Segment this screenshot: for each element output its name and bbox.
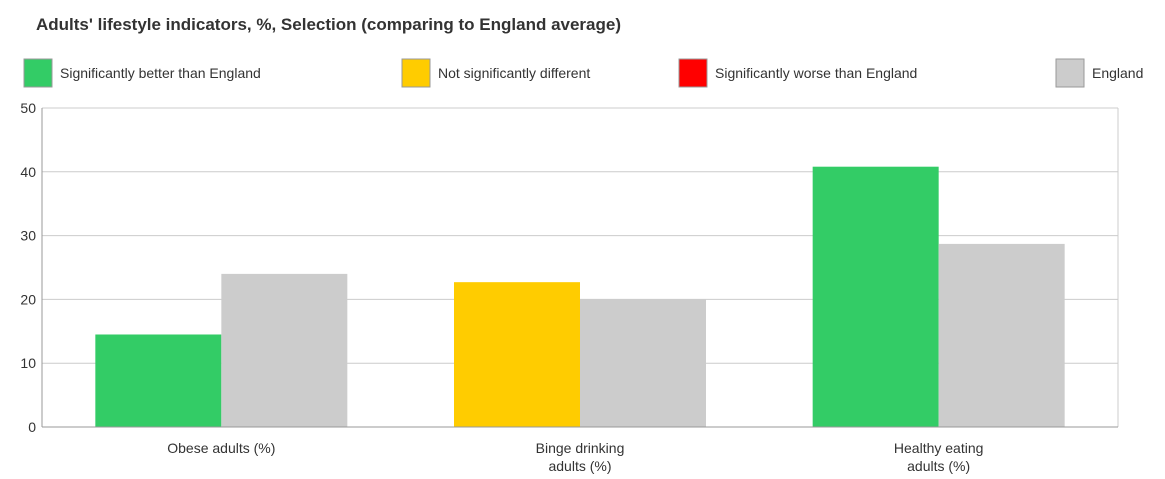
bar: [580, 299, 706, 427]
legend-swatch: [678, 58, 708, 88]
legend-swatch: [1055, 58, 1085, 88]
bar: [812, 166, 939, 428]
legend-label: Not significantly different: [438, 65, 590, 81]
y-tick-label: 50: [20, 100, 36, 116]
y-tick-label: 20: [20, 291, 36, 307]
bars: [95, 166, 1065, 428]
bar: [95, 334, 222, 427]
legend-label: England: [1092, 65, 1143, 81]
legend-label: Significantly worse than England: [715, 65, 917, 81]
legend-item: England: [1055, 58, 1143, 88]
legend-item: Significantly better than England: [23, 58, 261, 88]
x-tick-label: Healthy eating adults (%): [894, 440, 984, 474]
chart-title: Adults' lifestyle indicators, %, Selecti…: [36, 15, 621, 34]
legend-swatch: [23, 58, 53, 88]
legend-label: Significantly better than England: [60, 65, 261, 81]
y-tick-label: 0: [28, 419, 36, 435]
x-tick-label: Binge drinking adults (%): [536, 440, 625, 474]
bar: [454, 282, 580, 427]
legend-item: Not significantly different: [401, 58, 590, 88]
legend-swatch: [401, 58, 431, 88]
x-axis-labels: Obese adults (%) Binge drinking adults (%)…: [167, 440, 983, 474]
legend: Significantly better than England Not sig…: [23, 58, 1143, 88]
bar: [221, 273, 348, 427]
axes: [41, 108, 1119, 428]
bar: [938, 243, 1065, 427]
y-tick-label: 40: [20, 164, 36, 180]
y-tick-label: 30: [20, 228, 36, 244]
y-tick-label: 10: [20, 355, 36, 371]
x-tick-label: Obese adults (%): [167, 440, 275, 456]
legend-item: Significantly worse than England: [678, 58, 917, 88]
